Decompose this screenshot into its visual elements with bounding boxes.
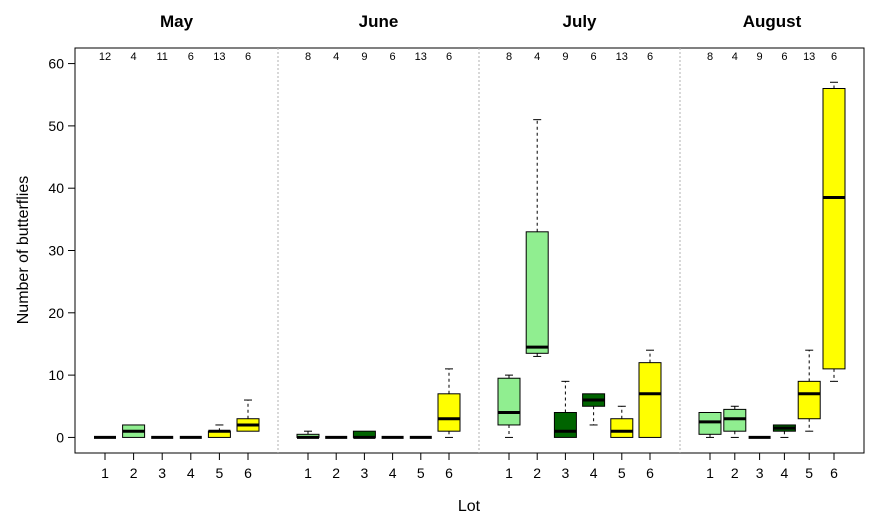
sample-count-label: 12 — [99, 51, 111, 63]
month-title: May — [160, 12, 194, 31]
box-august-lot-4 — [772, 424, 796, 438]
x-tick-label: 5 — [618, 465, 626, 481]
sample-count-label: 9 — [361, 51, 367, 63]
x-tick-label: 4 — [590, 465, 598, 481]
x-tick-label: 1 — [706, 465, 714, 481]
x-tick-label: 6 — [445, 465, 453, 481]
x-tick-label: 3 — [158, 465, 166, 481]
box-iqr — [723, 408, 747, 432]
sample-count-label: 8 — [506, 51, 512, 63]
box-june-lot-1 — [296, 430, 320, 439]
box-august-lot-5 — [797, 349, 821, 432]
sample-count-label: 8 — [707, 51, 713, 63]
box-july-lot-4 — [582, 393, 606, 426]
box-iqr — [797, 380, 821, 420]
sample-count-label: 4 — [534, 51, 540, 63]
x-tick-label: 4 — [389, 465, 397, 481]
y-tick-label: 0 — [56, 429, 64, 445]
month-title: August — [743, 12, 802, 31]
sample-count-label: 8 — [305, 51, 311, 63]
box-iqr — [497, 377, 521, 426]
panel-dividers — [277, 48, 681, 453]
x-tick-label: 5 — [805, 465, 813, 481]
sample-count-label: 6 — [390, 51, 396, 63]
sample-count-label: 6 — [591, 51, 597, 63]
sample-count-label: 13 — [803, 51, 815, 63]
box-july-lot-1 — [497, 374, 521, 438]
x-tick-label: 6 — [244, 465, 252, 481]
sample-count-label: 4 — [131, 51, 137, 63]
x-tick-label: 1 — [505, 465, 513, 481]
x-axis-title: Lot — [458, 498, 481, 515]
box-iqr — [525, 231, 549, 354]
x-tick-label: 2 — [533, 465, 541, 481]
sample-count-label: 4 — [333, 51, 339, 63]
count-labels: 12 4 11 6 13 6 8 4 9 6 13 6 8 4 9 6 13 6 8 4 9 6 13 6 — [99, 51, 837, 63]
x-tick-label: 5 — [417, 465, 425, 481]
box-june-lot-6 — [437, 368, 461, 438]
y-tick-label: 60 — [48, 56, 64, 72]
y-tick-label: 30 — [48, 243, 64, 259]
month-title: July — [562, 12, 597, 31]
box-july-lot-6 — [638, 349, 662, 438]
month-title: June — [359, 12, 399, 31]
x-tick-label: 2 — [332, 465, 340, 481]
sample-count-label: 13 — [616, 51, 628, 63]
sample-count-label: 9 — [562, 51, 568, 63]
box-may-lot-5 — [207, 424, 231, 438]
box-august-lot-6 — [822, 81, 846, 382]
box-august-lot-2 — [723, 405, 747, 438]
box-may-lot-6 — [236, 399, 260, 432]
x-tick-label: 4 — [781, 465, 789, 481]
month-titles: May June July August — [160, 12, 802, 31]
box-august-lot-1 — [698, 412, 722, 438]
x-tick-label: 4 — [187, 465, 195, 481]
sample-count-label: 9 — [757, 51, 763, 63]
x-tick-label: 3 — [756, 465, 764, 481]
sample-count-label: 6 — [831, 51, 837, 63]
x-tick-label: 1 — [304, 465, 312, 481]
x-tick-label: 1 — [101, 465, 109, 481]
box-iqr — [437, 393, 461, 432]
sample-count-label: 11 — [156, 51, 167, 63]
box-iqr — [553, 412, 577, 438]
plot-area — [74, 47, 865, 454]
box-iqr — [610, 418, 634, 438]
x-tick-label: 2 — [130, 465, 138, 481]
sample-count-label: 4 — [732, 51, 738, 63]
sample-count-label: 6 — [781, 51, 787, 63]
y-tick-label: 40 — [48, 180, 64, 196]
sample-count-label: 13 — [213, 51, 225, 63]
x-tick-label: 2 — [731, 465, 739, 481]
box-july-lot-2 — [525, 119, 549, 357]
box-iqr — [638, 362, 662, 438]
y-axis: 0 10 20 30 40 50 60 — [48, 56, 75, 445]
sample-count-label: 6 — [188, 51, 194, 63]
sample-count-label: 6 — [647, 51, 653, 63]
sample-count-label: 13 — [415, 51, 427, 63]
box-iqr — [822, 88, 846, 370]
x-tick-label: 3 — [361, 465, 369, 481]
x-tick-label: 5 — [216, 465, 224, 481]
y-tick-label: 10 — [48, 367, 64, 383]
y-tick-label: 20 — [48, 305, 64, 321]
x-tick-label: 6 — [646, 465, 654, 481]
x-tick-label: 3 — [562, 465, 570, 481]
box-iqr — [698, 412, 722, 435]
sample-count-label: 6 — [245, 51, 251, 63]
y-tick-label: 50 — [48, 118, 64, 134]
box-july-lot-5 — [610, 405, 634, 438]
boxes — [94, 81, 846, 439]
box-may-lot-2 — [122, 424, 146, 438]
y-axis-title: Number of butterflies — [15, 176, 32, 325]
box-july-lot-3 — [553, 380, 577, 438]
box-june-lot-3 — [352, 430, 376, 439]
sample-count-label: 6 — [446, 51, 452, 63]
x-tick-label: 6 — [830, 465, 838, 481]
